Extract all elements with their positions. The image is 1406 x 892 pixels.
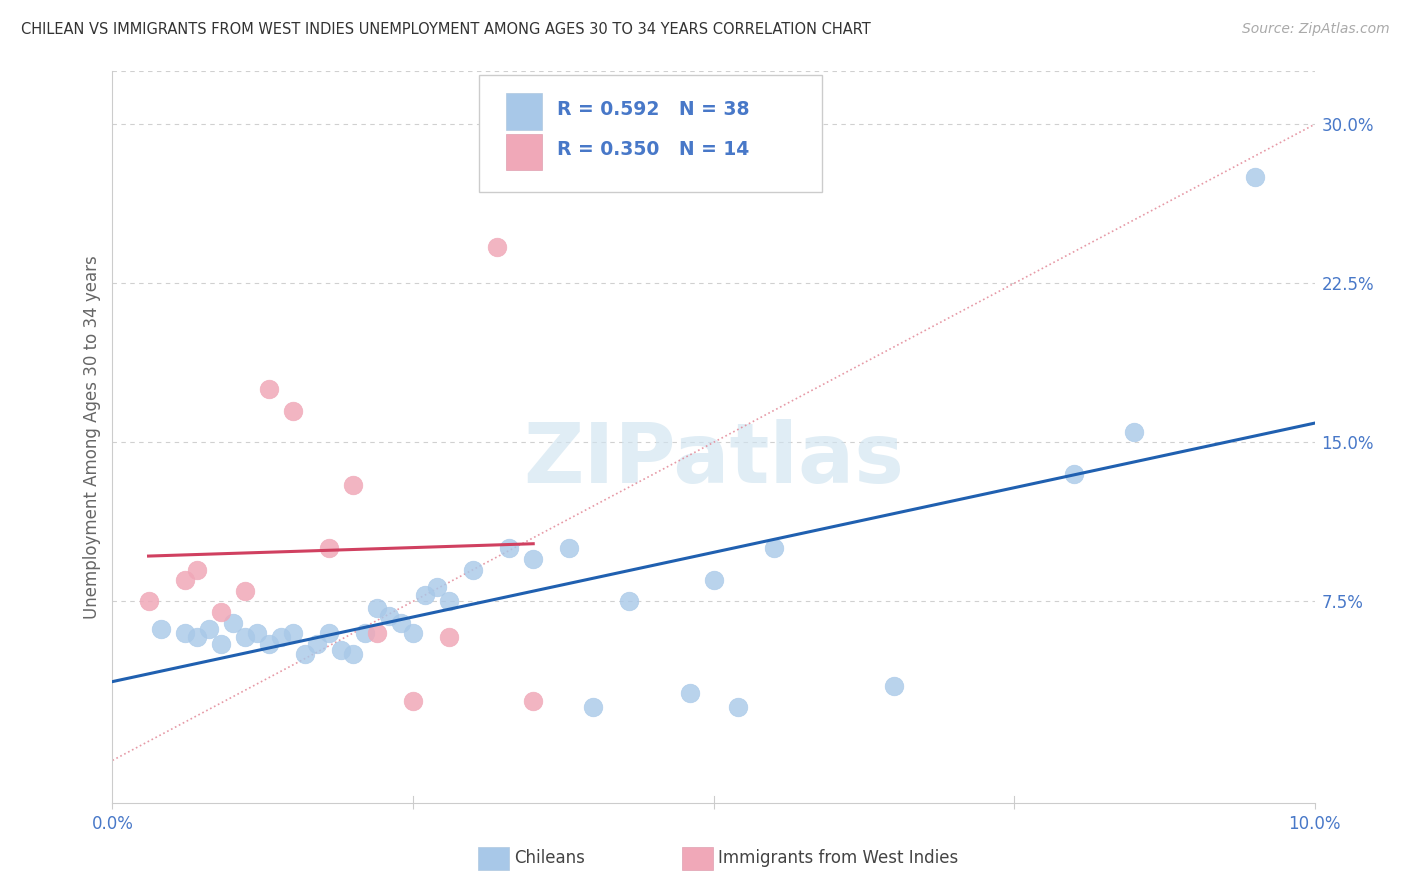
FancyBboxPatch shape <box>506 134 541 170</box>
Point <box>1243 170 1265 185</box>
Text: Immigrants from West Indies: Immigrants from West Indies <box>718 849 959 867</box>
Point <box>257 637 280 651</box>
Point <box>222 615 245 630</box>
Text: ZIPatlas: ZIPatlas <box>523 418 904 500</box>
Point <box>413 588 436 602</box>
Text: R = 0.592   N = 38: R = 0.592 N = 38 <box>557 100 749 119</box>
Point <box>461 563 484 577</box>
Point <box>233 583 256 598</box>
Text: Chileans: Chileans <box>515 849 585 867</box>
Point <box>354 626 377 640</box>
Point <box>186 563 208 577</box>
Point <box>582 700 605 714</box>
Point <box>305 637 328 651</box>
Point <box>173 573 195 587</box>
Point <box>498 541 520 556</box>
Point <box>883 679 905 693</box>
Point <box>437 631 460 645</box>
Point <box>173 626 195 640</box>
Point <box>366 626 388 640</box>
Point <box>294 648 316 662</box>
Text: Source: ZipAtlas.com: Source: ZipAtlas.com <box>1241 22 1389 37</box>
Point <box>149 622 172 636</box>
Point <box>246 626 269 640</box>
FancyBboxPatch shape <box>506 94 541 130</box>
Point <box>702 573 725 587</box>
Point <box>762 541 785 556</box>
Text: R = 0.350   N = 14: R = 0.350 N = 14 <box>557 140 749 159</box>
Point <box>257 383 280 397</box>
FancyBboxPatch shape <box>479 75 821 192</box>
Point <box>281 403 304 417</box>
Point <box>366 600 388 615</box>
Point <box>619 594 641 608</box>
Point <box>426 580 449 594</box>
Y-axis label: Unemployment Among Ages 30 to 34 years: Unemployment Among Ages 30 to 34 years <box>83 255 101 619</box>
Point <box>233 631 256 645</box>
Point <box>1123 425 1146 439</box>
Point <box>522 694 544 708</box>
Point <box>437 594 460 608</box>
Point <box>209 637 232 651</box>
Point <box>486 240 509 254</box>
Point <box>402 626 425 640</box>
Point <box>727 700 749 714</box>
Point <box>270 631 292 645</box>
Point <box>522 552 544 566</box>
Point <box>378 609 401 624</box>
Point <box>197 622 219 636</box>
Text: CHILEAN VS IMMIGRANTS FROM WEST INDIES UNEMPLOYMENT AMONG AGES 30 TO 34 YEARS CO: CHILEAN VS IMMIGRANTS FROM WEST INDIES U… <box>21 22 870 37</box>
Point <box>186 631 208 645</box>
Point <box>281 626 304 640</box>
Point <box>678 685 700 699</box>
Point <box>342 648 364 662</box>
Point <box>329 643 352 657</box>
Point <box>402 694 425 708</box>
Point <box>318 626 340 640</box>
Point <box>138 594 160 608</box>
Point <box>209 605 232 619</box>
Point <box>1063 467 1085 482</box>
Point <box>558 541 581 556</box>
Point <box>318 541 340 556</box>
Point <box>389 615 412 630</box>
Point <box>342 477 364 491</box>
